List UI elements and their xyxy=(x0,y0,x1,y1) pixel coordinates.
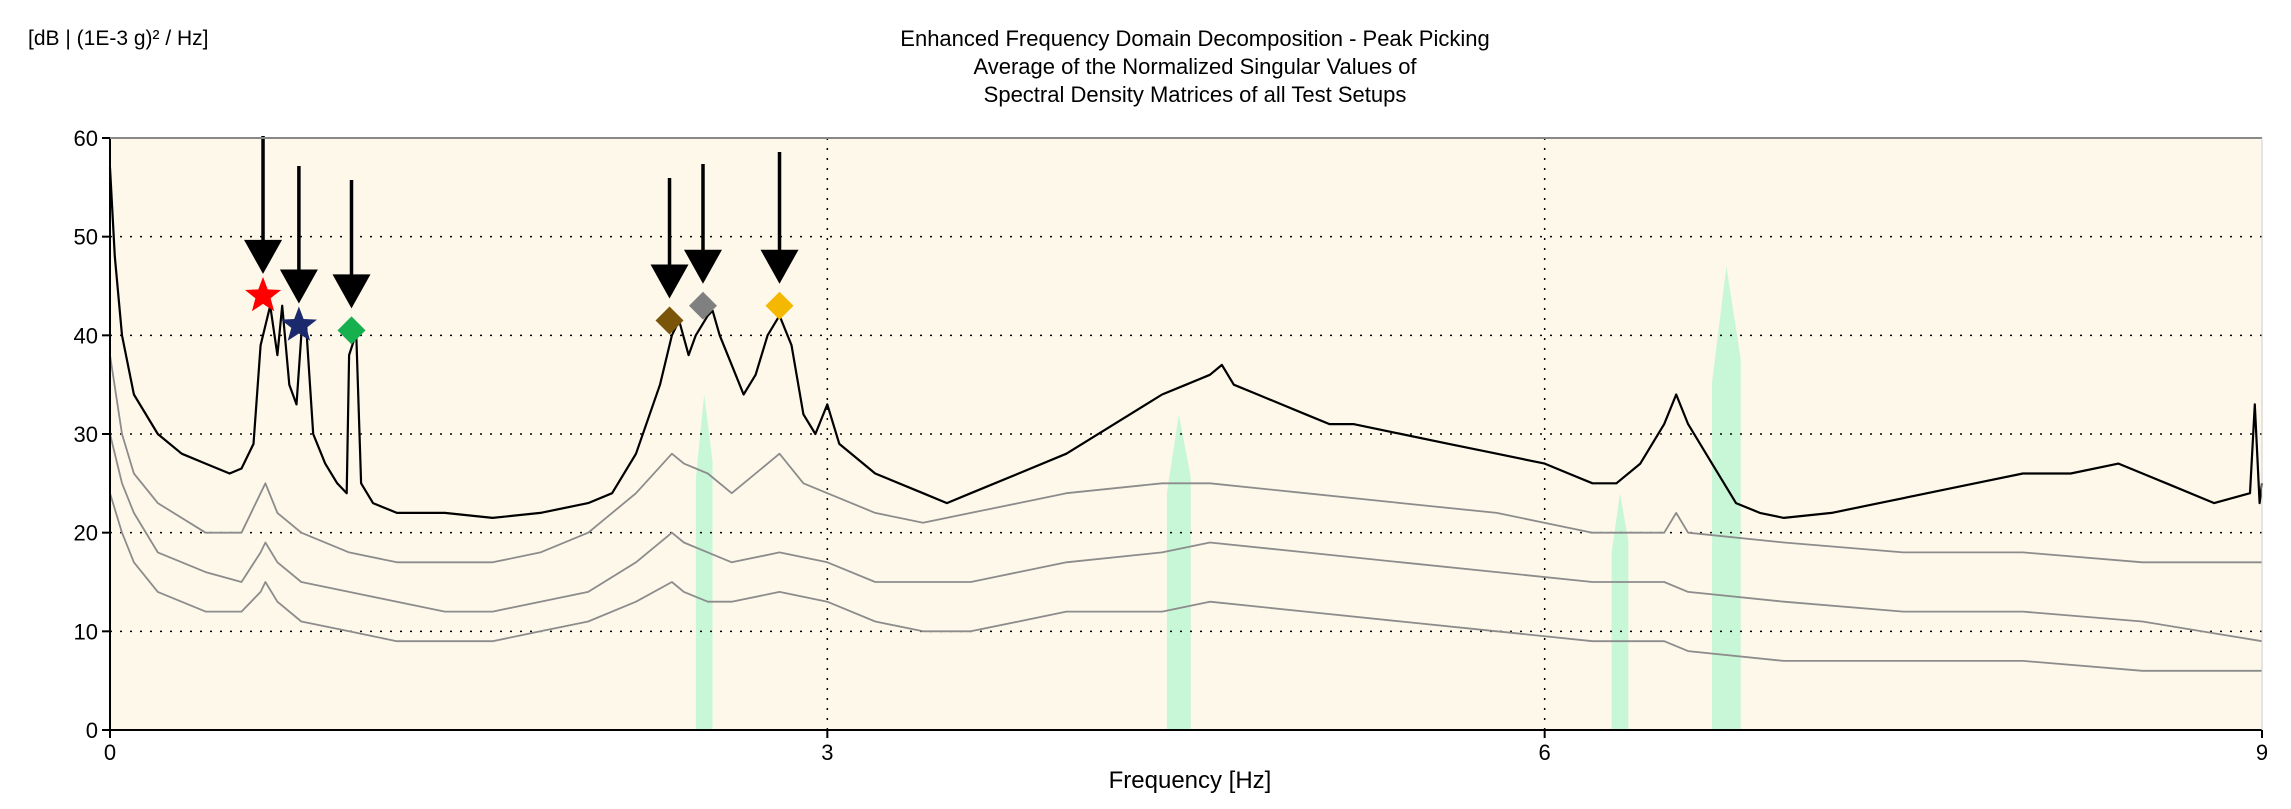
x-tick-label-9: 9 xyxy=(2256,740,2268,765)
series-line-4 xyxy=(109,492,2262,672)
highlight-band-3 xyxy=(1712,266,1741,730)
highlight-band-1 xyxy=(1166,414,1191,730)
chart-title-line-3: Spectral Density Matrices of all Test Se… xyxy=(984,82,1407,107)
series-line-1 xyxy=(108,167,2264,519)
series-line-2 xyxy=(109,354,2262,564)
x-axis-label: Frequency [Hz] xyxy=(1109,767,1272,794)
peak-marker-diamond-6 xyxy=(765,291,794,320)
chart-title-line-2: Average of the Normalized Singular Value… xyxy=(973,54,1417,79)
y-tick-label-10: 10 xyxy=(74,619,98,644)
highlight-band-2 xyxy=(1611,493,1629,730)
x-tick-label-0: 0 xyxy=(104,740,116,765)
peak-arrow-head-6 xyxy=(760,249,799,284)
y-tick-label-30: 30 xyxy=(74,422,98,447)
x-tick-label-6: 6 xyxy=(1539,740,1551,765)
highlight-bands xyxy=(695,266,1741,730)
peak-arrows xyxy=(244,136,799,309)
y-unit-label: [dB | (1E-3 g)² / Hz] xyxy=(28,27,209,50)
series-line-3 xyxy=(109,433,2263,643)
peak-arrow-head-1 xyxy=(244,239,283,274)
tick-labels: 0 10 20 30 40 50 60 0 3 6 9 xyxy=(74,126,2269,765)
peak-arrow-head-3 xyxy=(332,274,371,309)
peak-marker-diamond-4 xyxy=(655,306,684,335)
peak-marker-star-1 xyxy=(245,276,282,312)
highlight-band-0 xyxy=(695,394,713,730)
peak-marker-star-2 xyxy=(280,306,317,341)
y-tick-label-50: 50 xyxy=(74,225,98,250)
peak-marker-diamond-5 xyxy=(688,291,717,320)
chart-title-line-1: Enhanced Frequency Domain Decomposition … xyxy=(900,26,1489,51)
series xyxy=(108,167,2264,672)
y-tick-label-60: 60 xyxy=(74,126,98,151)
x-tick-label-3: 3 xyxy=(821,740,833,765)
axes xyxy=(102,137,2263,738)
peak-marker-diamond-3 xyxy=(337,316,366,345)
peak-arrow-head-5 xyxy=(683,249,722,284)
peak-markers xyxy=(245,276,794,345)
y-tick-label-40: 40 xyxy=(74,323,98,348)
y-tick-label-0: 0 xyxy=(86,718,98,743)
peak-arrow-head-4 xyxy=(650,264,689,299)
y-tick-label-20: 20 xyxy=(74,521,98,546)
peak-arrow-head-2 xyxy=(279,269,318,304)
